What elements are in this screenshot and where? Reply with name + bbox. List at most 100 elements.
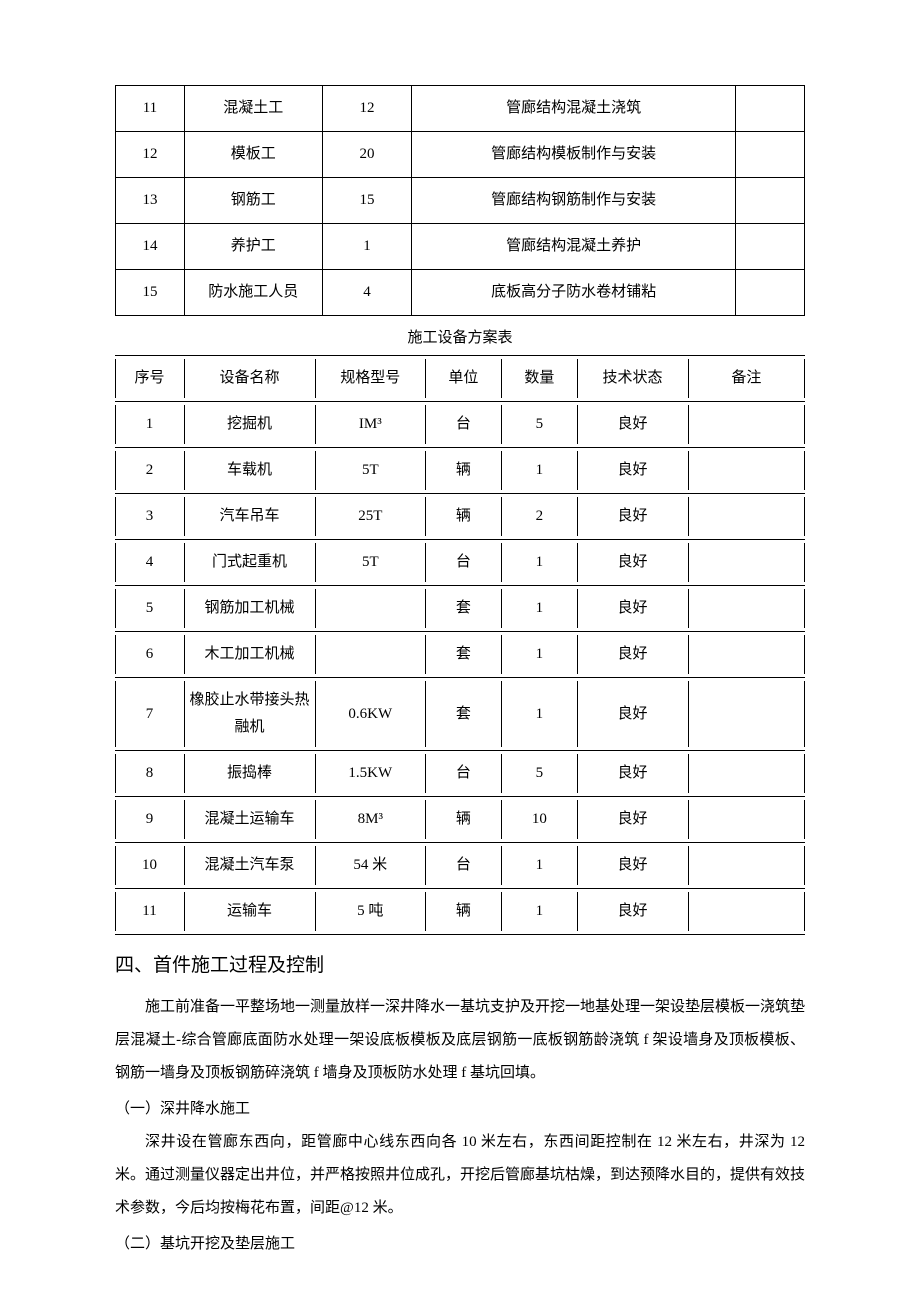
table-cell: 11 bbox=[115, 889, 184, 935]
table-cell: 辆 bbox=[425, 797, 501, 843]
table-row: 11运输车5 吨辆1良好 bbox=[115, 889, 805, 935]
table-cell: 2 bbox=[501, 494, 577, 540]
table1-body: 11混凝土工12管廊结构混凝土浇筑12模板工20管廊结构模板制作与安装13钢筋工… bbox=[116, 86, 805, 316]
paragraph-1: 施工前准备一平整场地一测量放样一深井降水一基坑支护及开挖一地基处理一架设垫层模板… bbox=[115, 991, 805, 1090]
table-cell bbox=[688, 494, 805, 540]
table-cell: 台 bbox=[425, 843, 501, 889]
table-cell: 台 bbox=[425, 751, 501, 797]
table-cell bbox=[688, 751, 805, 797]
table-cell bbox=[688, 889, 805, 935]
table-cell: 混凝土运输车 bbox=[184, 797, 315, 843]
table-cell: 7 bbox=[115, 678, 184, 751]
table-cell: 套 bbox=[425, 586, 501, 632]
table-cell: 模板工 bbox=[184, 132, 322, 178]
table-cell: 车载机 bbox=[184, 448, 315, 494]
table-cell bbox=[688, 632, 805, 678]
table-cell: 10 bbox=[115, 843, 184, 889]
paragraph-2: 深井设在管廊东西向，距管廊中心线东西向各 10 米左右，东西间距控制在 12 米… bbox=[115, 1126, 805, 1225]
table-cell: 54 米 bbox=[315, 843, 425, 889]
table-cell: 5 bbox=[115, 586, 184, 632]
table-cell: 挖掘机 bbox=[184, 402, 315, 448]
table-cell: 5 bbox=[501, 751, 577, 797]
table-cell: 橡胶止水带接头热融机 bbox=[184, 678, 315, 751]
table2-body: 序号设备名称规格型号单位数量技术状态备注1挖掘机IM³台5良好2车载机5T辆1良… bbox=[115, 356, 805, 935]
table-cell: 1 bbox=[501, 540, 577, 586]
table-cell bbox=[736, 270, 805, 316]
table-header-cell: 设备名称 bbox=[184, 356, 315, 402]
table-cell: 管廊结构混凝土养护 bbox=[412, 224, 736, 270]
table-row: 2车载机5T辆1良好 bbox=[115, 448, 805, 494]
table-cell: 11 bbox=[116, 86, 185, 132]
table-row: 13钢筋工15管廊结构钢筋制作与安装 bbox=[116, 178, 805, 224]
table-cell: 辆 bbox=[425, 889, 501, 935]
table-cell: 振捣棒 bbox=[184, 751, 315, 797]
table-cell: 管廊结构混凝土浇筑 bbox=[412, 86, 736, 132]
table-cell: 3 bbox=[115, 494, 184, 540]
table-header-cell: 数量 bbox=[501, 356, 577, 402]
table-cell: 良好 bbox=[577, 843, 687, 889]
table-cell: IM³ bbox=[315, 402, 425, 448]
table-cell: 养护工 bbox=[184, 224, 322, 270]
table-cell: 台 bbox=[425, 540, 501, 586]
table-row: 15防水施工人员4底板高分子防水卷材铺粘 bbox=[116, 270, 805, 316]
table-row: 9混凝土运输车8M³辆10良好 bbox=[115, 797, 805, 843]
table-row: 6木工加工机械套1良好 bbox=[115, 632, 805, 678]
table-cell: 运输车 bbox=[184, 889, 315, 935]
table-cell: 2 bbox=[115, 448, 184, 494]
equipment-table-title: 施工设备方案表 bbox=[115, 320, 805, 355]
table-cell: 6 bbox=[115, 632, 184, 678]
table-cell bbox=[315, 632, 425, 678]
table-cell: 8 bbox=[115, 751, 184, 797]
table-cell bbox=[736, 178, 805, 224]
table-cell: 良好 bbox=[577, 889, 687, 935]
table-cell: 12 bbox=[322, 86, 412, 132]
table-cell: 良好 bbox=[577, 751, 687, 797]
table-cell bbox=[688, 586, 805, 632]
table-cell: 1 bbox=[501, 889, 577, 935]
table-cell: 辆 bbox=[425, 448, 501, 494]
table-cell bbox=[688, 678, 805, 751]
table-cell: 混凝土工 bbox=[184, 86, 322, 132]
table-cell: 25T bbox=[315, 494, 425, 540]
table-cell bbox=[688, 797, 805, 843]
table-cell: 20 bbox=[322, 132, 412, 178]
table-cell bbox=[736, 132, 805, 178]
table-cell: 良好 bbox=[577, 586, 687, 632]
table-cell: 1 bbox=[501, 448, 577, 494]
table-row: 11混凝土工12管廊结构混凝土浇筑 bbox=[116, 86, 805, 132]
table-cell: 9 bbox=[115, 797, 184, 843]
table-cell: 1 bbox=[501, 632, 577, 678]
table-header-cell: 单位 bbox=[425, 356, 501, 402]
table-header-cell: 序号 bbox=[115, 356, 184, 402]
personnel-table: 11混凝土工12管廊结构混凝土浇筑12模板工20管廊结构模板制作与安装13钢筋工… bbox=[115, 85, 805, 316]
equipment-table: 序号设备名称规格型号单位数量技术状态备注1挖掘机IM³台5良好2车载机5T辆1良… bbox=[115, 355, 805, 935]
table-cell bbox=[688, 448, 805, 494]
table-cell bbox=[688, 843, 805, 889]
table-cell: 汽车吊车 bbox=[184, 494, 315, 540]
table-cell: 混凝土汽车泵 bbox=[184, 843, 315, 889]
table-cell: 15 bbox=[116, 270, 185, 316]
table-cell bbox=[736, 86, 805, 132]
table-cell: 良好 bbox=[577, 494, 687, 540]
table-cell: 5 bbox=[501, 402, 577, 448]
table-cell: 1 bbox=[115, 402, 184, 448]
table-header-cell: 备注 bbox=[688, 356, 805, 402]
table-cell: 套 bbox=[425, 632, 501, 678]
table-cell: 钢筋加工机械 bbox=[184, 586, 315, 632]
table-cell bbox=[688, 402, 805, 448]
table-cell: 1.5KW bbox=[315, 751, 425, 797]
table-cell: 1 bbox=[501, 678, 577, 751]
table-cell: 门式起重机 bbox=[184, 540, 315, 586]
table-cell: 10 bbox=[501, 797, 577, 843]
table-cell bbox=[688, 540, 805, 586]
table-row: 3汽车吊车25T辆2良好 bbox=[115, 494, 805, 540]
table-cell: 良好 bbox=[577, 678, 687, 751]
table-row: 12模板工20管廊结构模板制作与安装 bbox=[116, 132, 805, 178]
table-cell: 良好 bbox=[577, 632, 687, 678]
table-cell: 0.6KW bbox=[315, 678, 425, 751]
table-cell: 5 吨 bbox=[315, 889, 425, 935]
table-row: 8振捣棒1.5KW台5良好 bbox=[115, 751, 805, 797]
table-cell: 管廊结构模板制作与安装 bbox=[412, 132, 736, 178]
table-cell: 1 bbox=[501, 586, 577, 632]
subsection-2-heading: （二）基坑开挖及垫层施工 bbox=[115, 1228, 805, 1261]
